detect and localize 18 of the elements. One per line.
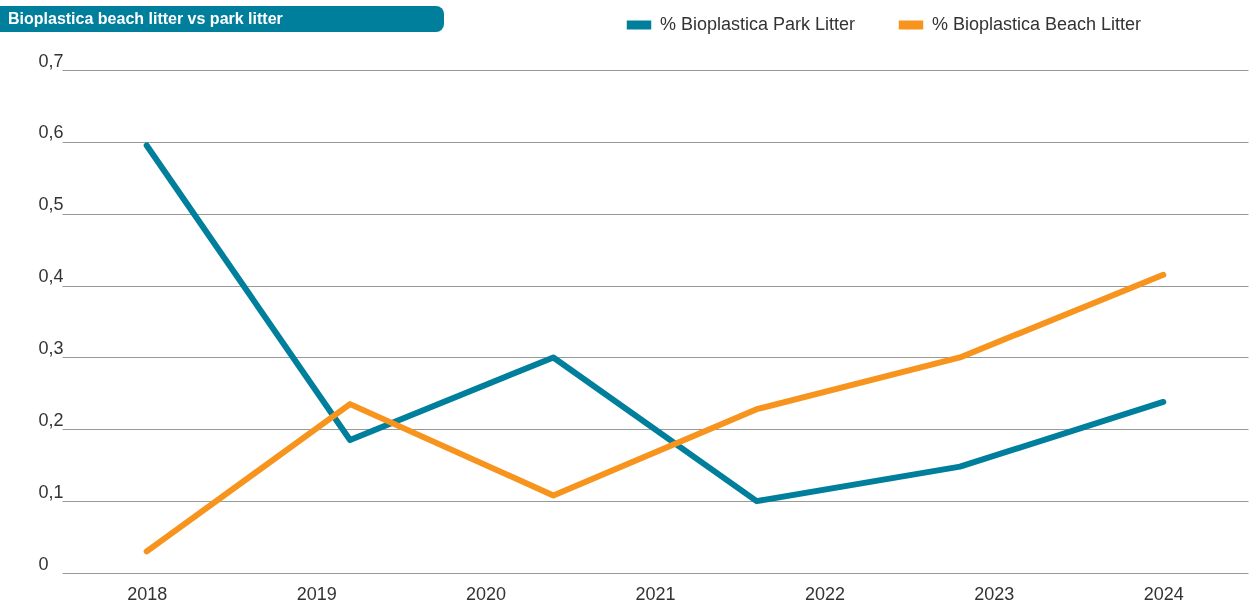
y-tick-label: 0,2	[38, 409, 64, 430]
y-tick-label: 0,1	[38, 481, 64, 502]
x-tick-label: 2022	[804, 583, 845, 604]
legend-label: % Bioplastica Park Litter	[660, 14, 856, 34]
chart-title: Bioplastica beach litter vs park litter	[0, 6, 444, 32]
y-tick-label: 0,7	[38, 50, 64, 71]
x-tick-label: 2024	[1143, 583, 1184, 604]
y-tick-label: 0,6	[38, 122, 64, 143]
y-tick-label: 0,3	[38, 337, 64, 358]
x-tick-label: 2021	[635, 583, 676, 604]
x-tick-label: 2018	[127, 583, 168, 604]
y-tick-label: 0,5	[38, 194, 64, 215]
legend-label: % Bioplastica Beach Litter	[932, 14, 1142, 34]
y-tick-label: 0,4	[38, 266, 64, 287]
x-tick-label: 2019	[296, 583, 337, 604]
x-tick-label: 2023	[974, 583, 1015, 604]
y-tick-label: 0	[38, 553, 49, 574]
x-tick-label: 2020	[466, 583, 507, 604]
